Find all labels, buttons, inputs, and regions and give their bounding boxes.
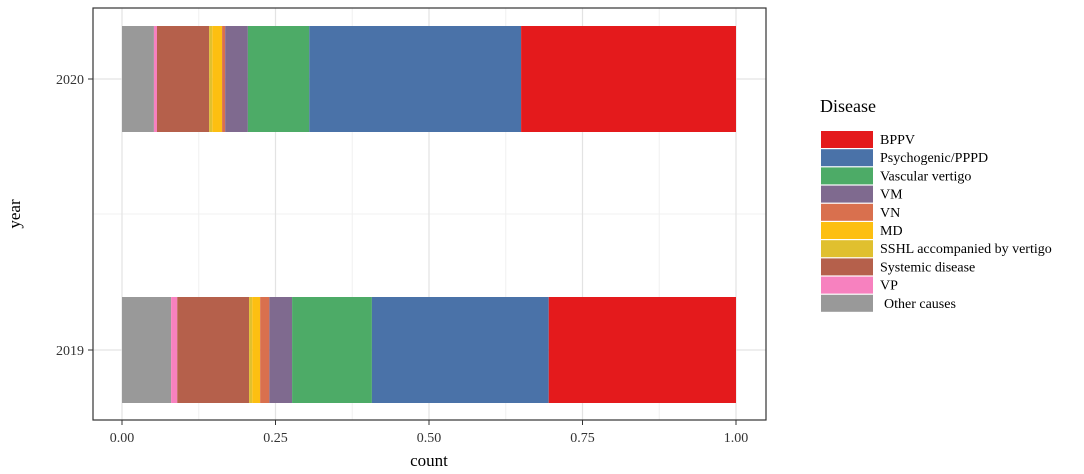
bar-2019-other-causes [122,297,172,403]
bar-2019-vn [260,297,270,403]
bar-2020-md [212,26,223,132]
legend-key-bppv [821,131,873,148]
bar-2019-systemic-disease [177,297,250,403]
legend-key-vascular-vertigo [821,167,873,185]
bar-2020-vascular-vertigo [247,26,310,132]
legend-key-sshl-accompanied-by-vertigo [821,240,873,258]
legend-key-psychogenic-pppd [821,149,873,167]
legend-label: VP [880,279,898,294]
y-axis-title: year [5,199,24,229]
legend-key-vm [821,185,873,203]
legend: Disease BPPV Psychogenic/PPPD Vascular vert… [820,96,1052,312]
bar-2019-psychogenic-pppd [371,297,549,403]
x-tick-label: 1.00 [724,431,749,446]
bar-2020-psychogenic-pppd [309,26,522,132]
legend-key-other-causes [821,294,873,312]
x-tick-label: 0.50 [417,431,442,446]
x-tick-label: 0.00 [110,431,135,446]
x-axis-title: count [410,451,448,470]
bar-2020-sshl-accompanied-by-vertigo [209,26,213,132]
bar-2020-bppv [521,26,736,132]
bar-2019-vp [171,297,178,403]
legend-key-systemic-disease [821,258,873,276]
x-tick-label: 0.75 [570,431,595,446]
legend-label: BPPV [880,133,915,148]
legend-label: Systemic disease [880,260,975,275]
bar-2019-md [252,297,261,403]
legend-title: Disease [820,96,876,116]
bar-2019-vascular-vertigo [292,297,372,403]
bar-2020-vm [225,26,248,132]
bar-2019-sshl-accompanied-by-vertigo [249,297,253,403]
y-tick-label: 2020 [56,73,84,88]
y-tick-label: 2019 [56,344,84,359]
bar-2020-systemic-disease [156,26,210,132]
bar-2020-vn [222,26,226,132]
legend-key-vn [821,203,873,221]
legend-label: VM [880,188,903,203]
legend-label: Psychogenic/PPPD [880,151,988,166]
legend-key-vp [821,276,873,294]
legend-label: VN [880,206,900,221]
legend-label: Vascular vertigo [880,169,971,184]
legend-key-md [821,222,873,239]
legend-label: MD [880,224,903,239]
legend-label: Other causes [884,297,956,312]
bar-2020-other-causes [122,26,154,132]
bar-2019-bppv [548,297,736,403]
legend-label: SSHL accompanied by vertigo [880,242,1052,257]
x-tick-label: 0.25 [263,431,288,446]
bar-2020-vp [153,26,157,132]
bar-2019-vm [269,297,293,403]
